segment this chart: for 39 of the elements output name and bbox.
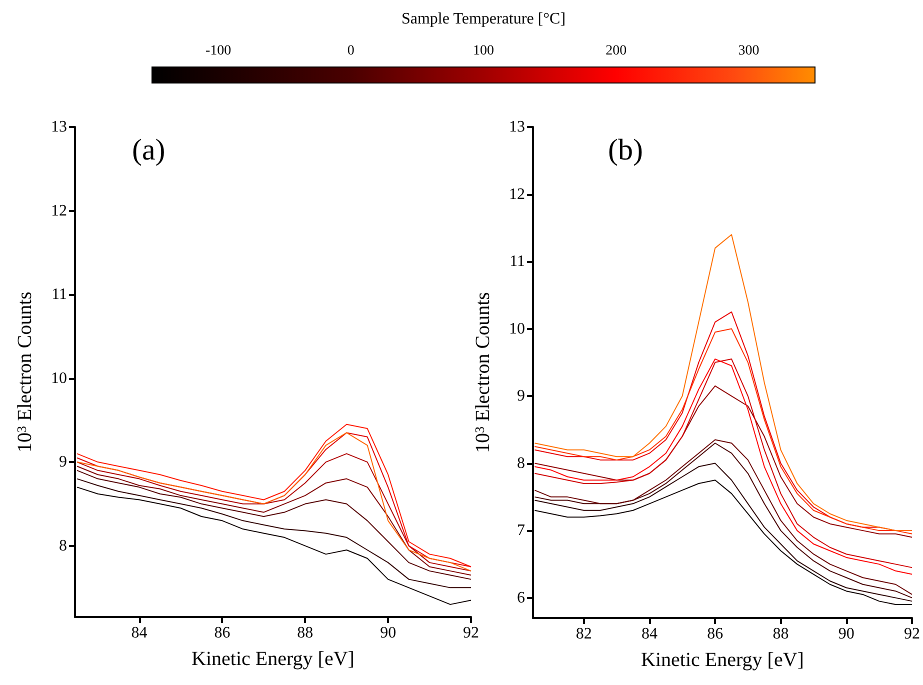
color-bar-label: -100 xyxy=(205,44,232,58)
y-tick-label: 13 xyxy=(51,118,67,136)
y-tick-label: 10 xyxy=(509,320,525,338)
color-bar-label: 100 xyxy=(473,44,494,58)
line-series xyxy=(76,486,472,605)
color-bar-label: 200 xyxy=(606,44,627,58)
x-tick-label: 86 xyxy=(707,626,724,642)
y-tick-label: 6 xyxy=(517,589,525,606)
y-tick-label: 12 xyxy=(51,202,67,220)
y-tick-label: 12 xyxy=(509,186,525,203)
x-tick-label: 84 xyxy=(641,626,658,642)
x-tick-label: 82 xyxy=(576,626,592,642)
chart-title: (b) xyxy=(608,134,643,166)
y-tick-label: 13 xyxy=(509,118,525,136)
x-tick-label: 92 xyxy=(463,624,479,642)
color-bar-title: Sample Temperature [°C] xyxy=(401,10,566,28)
x-tick-label: 88 xyxy=(297,624,314,642)
x-tick-label: 88 xyxy=(772,626,789,642)
y-tick-label: 11 xyxy=(52,286,67,304)
x-tick-label: 92 xyxy=(904,626,920,642)
y-tick-label: 8 xyxy=(59,537,67,554)
x-axis-title: Kinetic Energy [eV] xyxy=(192,648,354,670)
x-tick-label: 90 xyxy=(380,624,396,642)
y-tick-label: 11 xyxy=(510,253,525,270)
y-tick-label: 9 xyxy=(59,454,67,471)
chart-title: (a) xyxy=(132,134,166,166)
y-axis-title: 103 Electron Counts xyxy=(14,291,36,452)
color-bar-label: 0 xyxy=(347,44,354,58)
x-tick-label: 86 xyxy=(214,624,230,642)
y-tick-label: 8 xyxy=(517,454,525,472)
y-tick-label: 9 xyxy=(517,388,525,405)
line-series xyxy=(534,234,912,532)
x-axis-title: Kinetic Energy [eV] xyxy=(641,649,804,671)
y-axis-title: 103 Electron Counts xyxy=(472,292,494,453)
color-bar-label: 300 xyxy=(738,44,760,58)
y-tick-label: 10 xyxy=(51,370,67,387)
x-tick-label: 84 xyxy=(131,624,148,642)
y-tick-label: 7 xyxy=(517,522,525,540)
x-tick-label: 90 xyxy=(838,626,854,642)
